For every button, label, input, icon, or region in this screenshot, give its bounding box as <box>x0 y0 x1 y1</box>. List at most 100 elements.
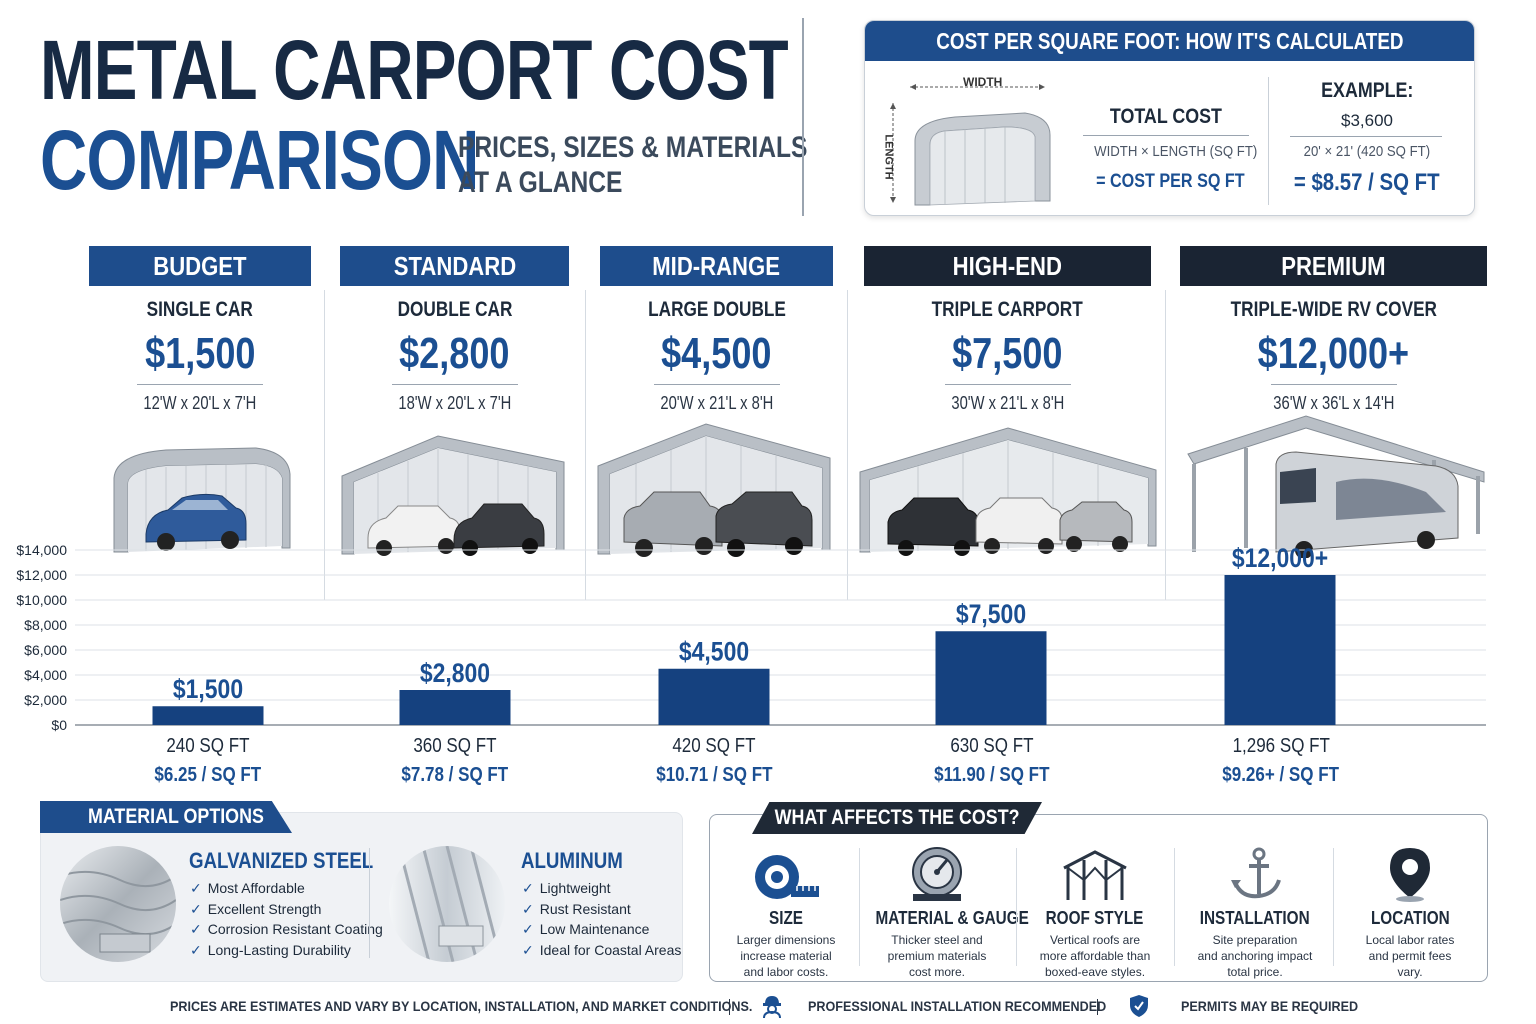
tier-standard: STANDARD DOUBLE CAR $2,800 18'W x 20'L x… <box>340 246 569 414</box>
example-label: EXAMPLE: <box>1320 79 1414 102</box>
check-icon: ✓ <box>522 880 534 896</box>
chart-bars <box>152 575 1336 725</box>
cost-per-sqft: $10.71 / SQ FT <box>655 764 773 786</box>
list-item: ✓ Corrosion Resistant Coating <box>190 921 383 937</box>
formula-total-cost: TOTAL COST <box>1109 105 1223 128</box>
factor-divider <box>1016 848 1017 966</box>
check-icon: ✓ <box>522 900 534 917</box>
factor-divider <box>1333 848 1334 966</box>
footer-disclaimer: PRICES ARE ESTIMATES AND VARY BY LOCATIO… <box>170 998 753 1014</box>
chart-data-labels: $1,500 $2,800 $4,500 $7,500 $12,000+ <box>173 543 1328 704</box>
subtitle-line2: AT A GLANCE <box>458 166 623 199</box>
formula-fraction-line <box>1083 135 1249 136</box>
double-carport-illustration <box>341 435 565 556</box>
roof-frame-icon <box>1063 850 1127 900</box>
tier-dimensions: 36'W x 36'L x 14'H <box>1272 393 1395 413</box>
check-icon: ✓ <box>190 880 202 896</box>
bar-stat-standard: 360 SQ FT $7.78 / SQ FT <box>355 735 555 787</box>
single-carport-illustration <box>113 447 291 553</box>
list-item: ✓ Most Affordable <box>190 880 305 896</box>
tier-price: $12,000+ <box>1257 329 1410 378</box>
aluminum-image <box>389 846 505 962</box>
check-icon: ✓ <box>190 900 202 917</box>
page-subtitle: PRICES, SIZES & MATERIALS AT A GLANCE <box>458 130 807 200</box>
y-tick-label: $0 <box>51 717 67 733</box>
page-title-line2: COMPARISON <box>40 113 480 207</box>
tier-price: $1,500 <box>144 329 256 378</box>
column-divider <box>1165 290 1166 600</box>
formula-result: = COST PER SQ FT <box>1096 171 1245 192</box>
price-bar-chart: $0 $2,000 $4,000 $6,000 $8,000 $10,000 $12,000… <box>16 542 1486 733</box>
tape-measure-icon <box>755 855 819 899</box>
y-tick-label: $14,000 <box>16 542 67 558</box>
anchor-icon <box>1231 847 1281 899</box>
example-result: = $8.57 / SQ FT <box>1294 169 1440 196</box>
gauge-icon <box>912 847 962 901</box>
cost-formula-panel: COST PER SQUARE FOOT: HOW IT'S CALCULATE… <box>864 20 1475 216</box>
tier-type: LARGE DOUBLE <box>647 298 786 321</box>
square-feet: 240 SQ FT <box>166 735 250 757</box>
example-cost: $3,600 <box>1341 111 1393 130</box>
bar-premium <box>1224 575 1336 725</box>
bar-budget <box>152 706 264 725</box>
tier-budget: BUDGET SINGLE CAR $1,500 12'W x 20'L x 7… <box>89 246 311 414</box>
list-item: ✓ Excellent Strength <box>190 900 322 917</box>
galvanized-steel-benefits: ✓ Most Affordable ✓ Excellent Strength ✓ Co… <box>190 878 383 960</box>
y-axis-tick-labels: $0 $2,000 $4,000 $6,000 $8,000 $10,000 $12,000… <box>16 542 67 733</box>
example-size: 20' × 21' (420 SQ FT) <box>1303 143 1431 160</box>
tier-label: STANDARD <box>340 246 569 286</box>
footer-separator <box>1097 999 1098 1015</box>
bar-value-label: $4,500 <box>679 637 749 667</box>
check-icon: ✓ <box>522 921 534 937</box>
y-tick-label: $12,000 <box>16 567 67 583</box>
tier-label: MID-RANGE <box>600 246 833 286</box>
cost-per-sqft: $7.78 / SQ FT <box>401 764 509 786</box>
width-label: WIDTH <box>963 75 1003 89</box>
tier-type: SINGLE CAR <box>146 298 254 321</box>
formula-example-divider <box>1268 77 1269 205</box>
material-options-heading: MATERIAL OPTIONS <box>40 801 292 833</box>
aluminum-benefits: ✓ Lightweight ✓ Rust Resistant ✓ Low Mainte… <box>522 878 681 960</box>
list-item: ✓ Long-Lasting Durability <box>190 941 351 958</box>
cost-per-sqft: $11.90 / SQ FT <box>934 764 1050 786</box>
y-tick-label: $2,000 <box>24 692 67 708</box>
tier-rule <box>944 384 1071 385</box>
y-tick-label: $10,000 <box>16 592 67 608</box>
bar-value-label: $7,500 <box>956 600 1026 630</box>
footer-separator <box>729 999 730 1015</box>
list-item: ✓ Lightweight <box>522 880 611 896</box>
y-tick-label: $4,000 <box>24 667 67 683</box>
length-label: LENGTH <box>882 134 895 180</box>
tier-type: DOUBLE CAR <box>397 298 512 321</box>
formula-divisor: WIDTH × LENGTH (SQ FT) <box>1094 143 1258 160</box>
tier-high-end: HIGH-END TRIPLE CARPORT $7,500 30'W x 21… <box>864 246 1151 414</box>
tier-label: PREMIUM <box>1180 246 1487 286</box>
bar-standard <box>399 690 511 725</box>
bar-value-label: $12,000+ <box>1232 543 1328 573</box>
tier-price: $2,800 <box>399 329 510 378</box>
square-feet: 630 SQ FT <box>950 735 1034 757</box>
check-icon: ✓ <box>190 921 202 937</box>
tier-mid-range: MID-RANGE LARGE DOUBLE $4,500 20'W x 21'… <box>600 246 833 414</box>
factor-size: SIZE Larger dimensions increase material a… <box>711 846 861 980</box>
worker-icon <box>763 996 781 1018</box>
aluminum-title: ALUMINUM <box>521 848 623 873</box>
factor-divider <box>859 848 860 966</box>
square-feet: 420 SQ FT <box>672 735 756 757</box>
y-tick-label: $8,000 <box>24 617 67 633</box>
location-pin-icon <box>1390 848 1430 902</box>
column-divider <box>847 290 848 600</box>
check-icon: ✓ <box>522 941 534 958</box>
galvanized-steel-title: GALVANIZED STEEL <box>189 848 374 873</box>
carport-dimension-diagram <box>890 84 1051 206</box>
bar-value-label: $2,800 <box>420 658 490 688</box>
tier-dimensions: 12'W x 20'L x 7'H <box>143 393 257 413</box>
tier-type: TRIPLE-WIDE RV COVER <box>1230 298 1437 321</box>
galvanized-steel-image <box>60 846 176 962</box>
column-divider <box>324 290 325 600</box>
check-icon: ✓ <box>190 941 202 958</box>
column-divider <box>585 290 586 600</box>
tier-type: TRIPLE CARPORT <box>931 298 1084 321</box>
header-divider <box>802 18 804 216</box>
cost-factors-panel <box>709 814 1488 982</box>
